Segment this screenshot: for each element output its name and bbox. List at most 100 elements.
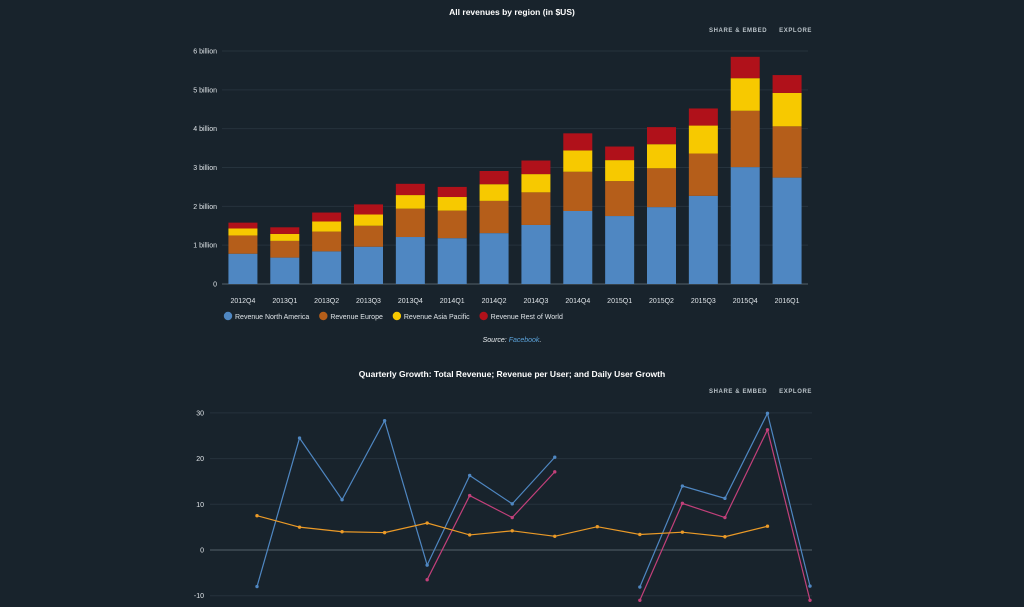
bar-segment <box>479 170 509 185</box>
series-point <box>765 411 770 416</box>
bar-segment <box>563 133 593 151</box>
bar-segment <box>354 204 383 215</box>
bar-segment <box>270 257 300 284</box>
bar-segment <box>354 246 383 284</box>
bar-segment <box>521 224 551 284</box>
bar-segment <box>437 210 467 239</box>
series-point <box>297 436 302 440</box>
legend-label: Revenue North America <box>235 314 309 321</box>
bar-segment <box>772 126 802 178</box>
series-point <box>638 532 642 537</box>
bar-segment <box>521 174 551 193</box>
line-y-tick-label: -10 <box>194 593 204 600</box>
series-point <box>425 578 429 582</box>
bar-segment <box>228 235 258 254</box>
line-y-tick-label: 20 <box>196 456 204 463</box>
bar-segment <box>688 153 718 196</box>
series-point <box>467 533 472 537</box>
bar-segment <box>688 125 718 154</box>
source-prefix: Source: <box>482 337 507 344</box>
bar-segment <box>270 240 300 258</box>
bar-segment <box>730 78 760 111</box>
bar-segment <box>688 195 718 284</box>
series-point <box>680 530 685 534</box>
bar-y-tick-label: 2 billion <box>193 204 217 211</box>
bar-x-tick-label: 2013Q2 <box>314 298 339 305</box>
bar-segment <box>228 222 258 229</box>
series-point <box>723 515 727 520</box>
legend-marker <box>223 311 233 321</box>
series-point <box>467 493 472 498</box>
bar-y-tick-label: 6 billion <box>193 49 217 56</box>
bar-y-tick-label: 0 <box>213 282 217 289</box>
series-point <box>723 496 727 501</box>
bar-segment <box>479 184 509 201</box>
series-point <box>808 598 812 602</box>
chart-1-explore-button[interactable]: EXPLORE <box>779 28 812 34</box>
series-point <box>808 584 812 588</box>
bar-segment <box>647 144 676 169</box>
bar-segment <box>270 233 300 241</box>
bar-segment <box>270 227 300 234</box>
bar-segment <box>437 238 467 284</box>
bar-segment <box>354 225 383 247</box>
bar-segment <box>312 221 342 232</box>
series-line <box>256 419 556 587</box>
bar-segment <box>730 110 760 168</box>
series-point <box>765 524 770 528</box>
legend-marker <box>319 311 328 321</box>
bar-segment <box>730 167 760 284</box>
bar-segment <box>605 216 635 284</box>
bar-y-tick-label: 4 billion <box>193 126 217 133</box>
bar-segment <box>228 253 258 284</box>
bar-segment <box>437 186 467 198</box>
bar-segment <box>395 237 425 284</box>
bar-segment <box>772 177 802 284</box>
series-line <box>639 428 811 601</box>
bar-segment <box>395 208 425 238</box>
bar-x-tick-label: 2014Q1 <box>440 298 465 305</box>
chart-1-share-embed-button[interactable]: SHARE & EMBED <box>708 28 768 34</box>
bar-segment <box>647 127 676 145</box>
series-point <box>638 598 642 602</box>
series-point <box>680 501 685 506</box>
bar-y-tick-label: 1 billion <box>193 243 217 250</box>
line-y-tick-label: 0 <box>200 548 204 555</box>
bar-segment <box>354 214 383 226</box>
bar-segment <box>437 197 467 211</box>
source-link[interactable]: Facebook <box>508 337 540 344</box>
bar-x-tick-label: 2015Q1 <box>607 298 632 305</box>
bar-y-tick-label: 3 billion <box>193 165 217 172</box>
bar-segment <box>312 251 342 284</box>
series-point <box>297 525 302 529</box>
series-point <box>510 515 514 520</box>
bar-segment <box>312 231 342 252</box>
bar-segment <box>605 160 635 182</box>
series-point <box>680 484 685 488</box>
bar-segment <box>312 212 342 222</box>
bar-x-tick-label: 2015Q3 <box>691 298 716 305</box>
legend-marker <box>479 311 488 321</box>
bar-x-tick-label: 2015Q4 <box>733 298 758 305</box>
series-point <box>510 529 514 533</box>
bar-segment <box>395 195 425 209</box>
bar-x-tick-label: 2013Q3 <box>356 298 381 305</box>
series-point <box>595 524 600 529</box>
series-point <box>255 584 259 589</box>
legend-label: Revenue Rest of World <box>491 314 563 321</box>
chart-2-share-embed-button[interactable]: SHARE & EMBED <box>708 389 768 395</box>
bar-segment <box>563 171 593 211</box>
legend-label: Revenue Asia Pacific <box>404 314 470 321</box>
series-point <box>510 502 514 506</box>
bar-segment <box>563 210 593 284</box>
series-point <box>638 585 642 589</box>
bar-x-tick-label: 2016Q1 <box>775 298 800 305</box>
bar-x-tick-label: 2014Q2 <box>482 298 507 305</box>
series-point <box>553 455 557 459</box>
chart-2-explore-button[interactable]: EXPLORE <box>779 389 812 395</box>
series-point <box>382 418 387 423</box>
series-point <box>255 514 259 518</box>
bar-segment <box>563 150 593 172</box>
source-suffix: . <box>539 337 542 344</box>
